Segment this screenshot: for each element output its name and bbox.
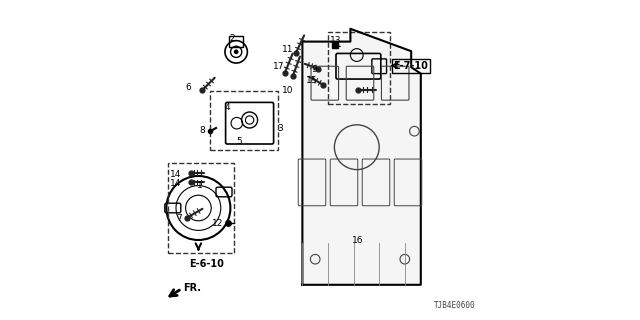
Text: 2: 2 [229,34,235,43]
Text: 12: 12 [212,219,223,228]
Text: E-6-10: E-6-10 [189,259,224,269]
Text: E-7-10: E-7-10 [394,60,428,71]
Text: 4: 4 [224,103,230,112]
Text: TJB4E0600: TJB4E0600 [433,301,475,310]
Text: 16: 16 [352,236,364,245]
Text: 7: 7 [176,214,182,223]
Text: 15: 15 [306,76,317,85]
Text: 10: 10 [282,86,294,95]
Text: 6: 6 [186,83,191,92]
Text: 11: 11 [282,45,294,54]
Circle shape [234,50,238,53]
Text: 13: 13 [330,36,341,44]
Text: FR.: FR. [183,283,201,293]
Text: 3: 3 [278,124,284,133]
Text: 1: 1 [198,181,204,190]
Polygon shape [302,29,421,285]
Text: 17: 17 [273,62,284,71]
Text: 14: 14 [170,179,182,188]
Text: 5: 5 [237,137,242,146]
Text: 8: 8 [200,126,205,135]
Text: 14: 14 [170,170,182,179]
Text: 9: 9 [311,65,317,74]
